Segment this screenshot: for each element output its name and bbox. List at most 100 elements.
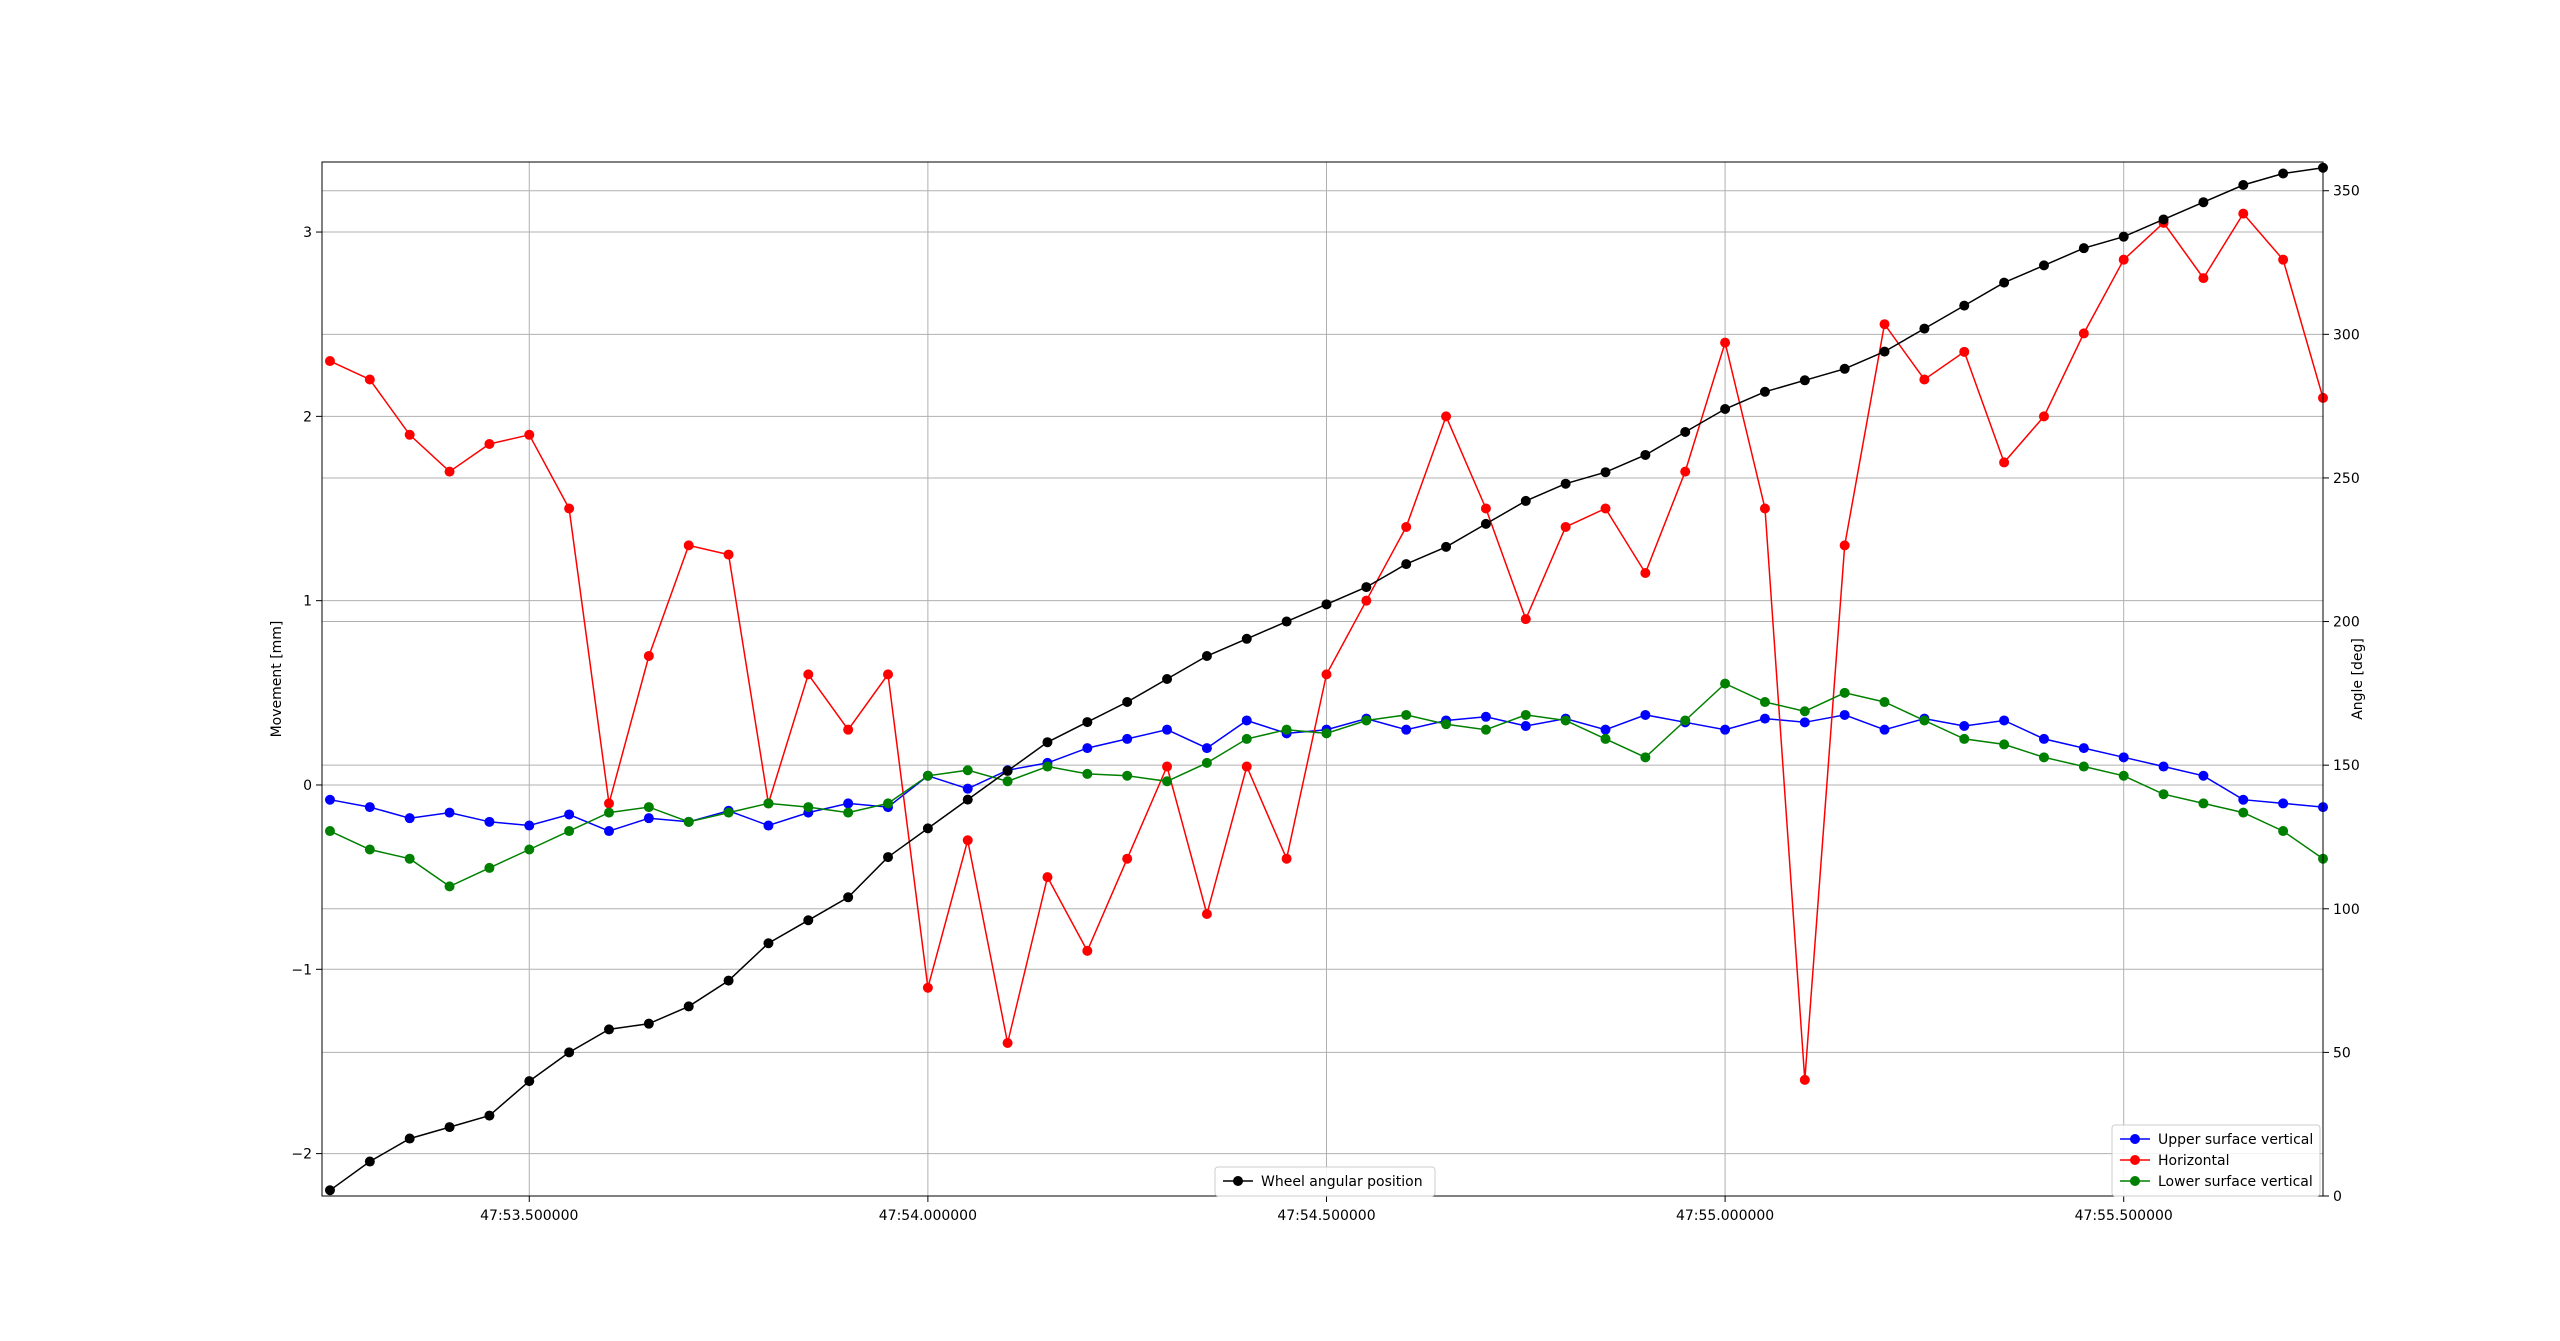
horizontal-point — [2278, 254, 2289, 265]
horizontal-point — [683, 540, 694, 551]
wheel-angular-position-point — [1640, 449, 1651, 460]
lower-surface-vertical-point — [1919, 715, 1930, 726]
wheel-angular-position-point — [564, 1047, 575, 1058]
horizontal-point — [1799, 1074, 1810, 1085]
upper-surface-vertical-point — [1600, 724, 1611, 735]
lower-surface-vertical-point — [1441, 719, 1452, 730]
horizontal-point — [1401, 521, 1412, 532]
upper-surface-vertical-point — [2118, 752, 2129, 763]
upper-surface-vertical-point — [484, 816, 495, 827]
wheel-angular-position-point — [1042, 737, 1053, 748]
lower-surface-vertical-point — [2118, 770, 2129, 781]
wheel-angular-position-point — [2078, 243, 2089, 254]
horizontal-point — [1879, 319, 1890, 330]
wheel-angular-position-point — [324, 1185, 335, 1196]
lower-surface-vertical-point — [1002, 776, 1013, 787]
horizontal-point — [1520, 614, 1531, 625]
wheel-angular-position-point — [962, 794, 973, 805]
legends: Wheel angular position Upper surface vert… — [1214, 1124, 2321, 1197]
lower-surface-vertical-point — [1401, 709, 1412, 720]
wheel-angular-position-point — [1999, 277, 2010, 288]
upper-surface-vertical-point — [1759, 713, 1770, 724]
upper-surface-vertical-point — [2078, 743, 2089, 754]
plot-background — [322, 162, 2323, 1196]
legend-box — [2111, 1124, 2321, 1197]
upper-surface-vertical-point — [404, 813, 415, 824]
wheel-angular-position-point — [1321, 599, 1332, 610]
y-tick-label: −1 — [291, 962, 312, 978]
legend-swatch-marker — [2130, 1155, 2140, 1165]
horizontal-point — [1122, 853, 1133, 864]
lower-surface-vertical-point — [1879, 697, 1890, 708]
y-axis-label: Movement [mm] — [269, 621, 285, 738]
upper-surface-vertical-point — [1799, 717, 1810, 728]
wheel-angular-position-point — [2158, 214, 2169, 225]
lower-surface-vertical-point — [2038, 752, 2049, 763]
wheel-angular-position-point — [683, 1001, 694, 1012]
lower-surface-vertical-point — [1839, 687, 1850, 698]
upper-surface-vertical-point — [1241, 715, 1252, 726]
horizontal-point — [324, 356, 335, 367]
upper-surface-vertical-point — [763, 820, 774, 831]
lower-surface-vertical-point — [404, 853, 415, 864]
lower-surface-vertical-point — [1082, 768, 1093, 779]
upper-surface-vertical-point — [1401, 724, 1412, 735]
lower-surface-vertical-point — [1241, 733, 1252, 744]
horizontal-point — [484, 439, 495, 449]
y2-tick-label: 150 — [2333, 758, 2360, 774]
lower-surface-vertical-point — [2158, 789, 2169, 800]
upper-surface-vertical-point — [364, 802, 375, 813]
horizontal-point — [2238, 208, 2249, 219]
y-tick-label: −2 — [291, 1147, 312, 1163]
lower-surface-vertical-point — [1720, 678, 1731, 689]
wheel-angular-position-point — [1361, 582, 1372, 593]
wheel-angular-position-point — [603, 1024, 614, 1035]
wheel-angular-position-point — [484, 1110, 495, 1121]
lower-surface-vertical-point — [2278, 826, 2289, 837]
wheel-angular-position-point — [2118, 231, 2129, 242]
lower-surface-vertical-point — [1480, 724, 1491, 735]
lower-surface-vertical-point — [564, 826, 575, 837]
horizontal-point — [1441, 411, 1452, 422]
horizontal-point — [803, 669, 814, 680]
horizontal-point — [922, 982, 933, 993]
upper-surface-vertical-point — [1162, 724, 1173, 735]
wheel-angular-position-point — [2198, 197, 2209, 208]
wheel-angular-position-point — [843, 892, 854, 903]
wheel-angular-position-point — [1680, 426, 1691, 437]
wheel-angular-position-point — [1919, 323, 1930, 334]
horizontal-point — [1680, 466, 1691, 477]
lower-surface-vertical-point — [922, 770, 933, 781]
lower-surface-vertical-point — [1799, 706, 1810, 717]
upper-surface-vertical-point — [1959, 721, 1970, 731]
horizontal-point — [603, 798, 614, 809]
y2-axis-label: Angle [deg] — [2350, 638, 2366, 720]
y-tick-label: 2 — [303, 409, 312, 425]
wheel-angular-position-point — [1520, 495, 1531, 506]
horizontal-point — [1919, 374, 1930, 385]
wheel-angular-position-point — [1759, 386, 1770, 397]
lower-surface-vertical-point — [524, 844, 535, 855]
lower-surface-vertical-point — [1201, 757, 1212, 768]
lower-surface-vertical-point — [1520, 709, 1531, 720]
upper-surface-vertical-point — [1640, 709, 1651, 720]
upper-surface-vertical-point — [1122, 733, 1133, 744]
horizontal-point — [2078, 328, 2089, 339]
wheel-angular-position-point — [524, 1076, 535, 1087]
horizontal-point — [1321, 669, 1332, 680]
upper-surface-vertical-point — [962, 783, 973, 794]
y2-tick-label: 0 — [2333, 1189, 2342, 1205]
lower-surface-vertical-point — [803, 802, 814, 813]
x-tick-label: 47:54.000000 — [879, 1208, 977, 1224]
upper-surface-vertical-point — [643, 813, 654, 824]
horizontal-point — [1082, 945, 1093, 956]
wheel-angular-position-point — [1281, 616, 1292, 627]
wheel-angular-position-point — [404, 1133, 415, 1144]
wheel-angular-position-point — [1162, 674, 1173, 684]
upper-surface-vertical-point — [603, 826, 614, 837]
lower-surface-vertical-point — [1321, 728, 1332, 739]
lower-surface-vertical-point — [603, 807, 614, 818]
lower-surface-vertical-point — [1560, 715, 1571, 726]
wheel-angular-position-point — [1201, 651, 1212, 662]
horizontal-point — [2118, 254, 2129, 265]
